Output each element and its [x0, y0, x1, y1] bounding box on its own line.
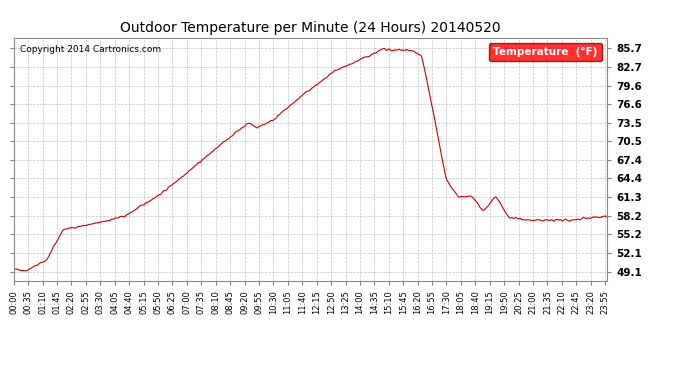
Text: Copyright 2014 Cartronics.com: Copyright 2014 Cartronics.com: [20, 45, 161, 54]
Title: Outdoor Temperature per Minute (24 Hours) 20140520: Outdoor Temperature per Minute (24 Hours…: [120, 21, 501, 35]
Legend: Temperature  (°F): Temperature (°F): [489, 43, 602, 61]
